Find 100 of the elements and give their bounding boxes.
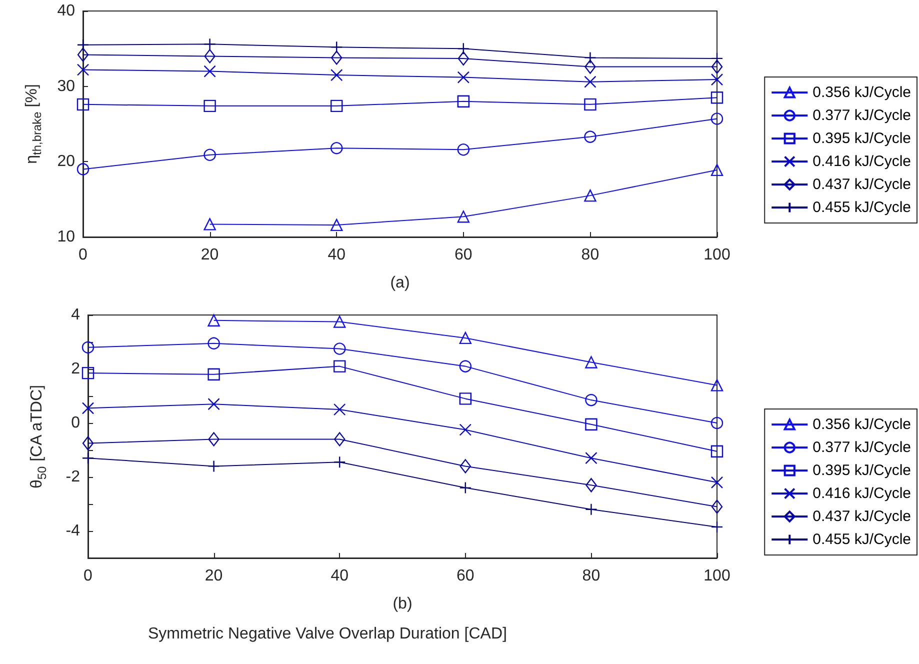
point <box>330 68 343 82</box>
legend-label: 0.416 kJ/Cycle <box>812 485 912 502</box>
point <box>76 38 90 51</box>
point <box>457 42 470 55</box>
point <box>457 95 470 108</box>
point <box>331 50 342 65</box>
point <box>711 500 723 514</box>
y-tick-label: 10 <box>57 228 76 246</box>
point <box>77 48 89 62</box>
point <box>208 368 220 380</box>
point <box>711 60 723 74</box>
point <box>584 189 596 202</box>
point <box>330 142 343 154</box>
x-tick-label: 40 <box>328 246 346 264</box>
point <box>710 520 724 534</box>
point <box>585 394 598 406</box>
point <box>710 92 724 104</box>
point <box>334 403 346 416</box>
point <box>208 337 220 350</box>
point <box>585 503 598 516</box>
y-axis-title: θ50 [CA aTDC] <box>28 384 49 489</box>
x-axis-title: (a) <box>390 274 410 292</box>
point <box>457 144 470 156</box>
point <box>584 52 596 64</box>
point <box>82 452 94 464</box>
point <box>459 332 472 344</box>
x-tick-label: 60 <box>454 246 472 264</box>
legend-label: 0.395 kJ/Cycle <box>812 130 912 147</box>
point <box>710 445 724 458</box>
x-tick-label: 100 <box>704 568 730 584</box>
point <box>586 478 597 492</box>
x-tick-label: 80 <box>582 568 600 584</box>
x-tick-label: 80 <box>581 246 600 264</box>
point <box>204 100 216 112</box>
x-tick-label: 0 <box>84 568 93 584</box>
y-axis-title: ηth,brake [%] <box>24 84 44 164</box>
x-tick-label: 20 <box>204 568 223 584</box>
point <box>208 460 220 472</box>
y-tick-label: 20 <box>57 153 76 170</box>
point <box>204 218 216 230</box>
point <box>330 100 343 112</box>
legend-label: 0.437 kJ/Cycle <box>812 176 912 193</box>
point <box>76 64 90 76</box>
x-tick-label: 20 <box>200 246 219 264</box>
point <box>208 398 220 410</box>
x-tick-label: 100 <box>704 246 730 264</box>
point <box>330 41 343 54</box>
point <box>459 482 472 494</box>
point <box>76 163 90 176</box>
point <box>585 452 598 464</box>
point <box>460 459 471 474</box>
point <box>584 60 596 74</box>
y-tick-label: -2 <box>66 468 80 486</box>
point <box>458 51 469 66</box>
point <box>710 476 724 488</box>
point <box>584 130 596 143</box>
point <box>459 424 472 436</box>
legend-label: 0.356 kJ/Cycle <box>812 84 912 101</box>
point <box>710 73 724 86</box>
point <box>204 65 216 78</box>
legend-label: 0.377 kJ/Cycle <box>812 439 912 456</box>
y-tick-label: -4 <box>66 522 80 540</box>
point <box>710 379 724 392</box>
point <box>82 402 94 414</box>
legend-label: 0.356 kJ/Cycle <box>812 416 912 433</box>
y-tick-label: 0 <box>71 414 80 432</box>
x-tick-label: 40 <box>330 568 349 584</box>
point <box>208 314 220 326</box>
point <box>584 76 596 88</box>
point <box>208 432 220 446</box>
y-tick-label: 4 <box>71 306 80 324</box>
text: Symmetric Negative Valve Overlap Duration [CAD] <box>148 626 507 642</box>
point <box>457 210 470 223</box>
point <box>585 418 598 430</box>
legend-label: 0.377 kJ/Cycle <box>812 107 912 124</box>
point <box>710 416 724 430</box>
point <box>334 360 346 372</box>
point <box>334 342 346 355</box>
x-tick-label: 60 <box>456 568 474 584</box>
point <box>76 98 90 111</box>
point <box>334 432 346 446</box>
point <box>710 164 724 176</box>
point <box>330 218 343 232</box>
point <box>82 341 94 354</box>
point <box>204 49 216 64</box>
legend-label: 0.455 kJ/Cycle <box>812 531 912 548</box>
point <box>82 436 94 450</box>
legend-label: 0.455 kJ/Cycle <box>812 199 912 216</box>
point <box>334 456 346 468</box>
legend-label: 0.416 kJ/Cycle <box>812 153 912 170</box>
point <box>459 360 472 372</box>
x-axis-title: (b) <box>392 596 412 612</box>
y-tick-label: 2 <box>71 360 80 378</box>
point <box>334 316 346 328</box>
point <box>204 38 216 50</box>
point <box>82 366 94 380</box>
y-tick-label: 30 <box>57 78 76 95</box>
y-tick-label: 40 <box>57 2 76 20</box>
point <box>457 71 470 84</box>
point <box>459 392 472 405</box>
